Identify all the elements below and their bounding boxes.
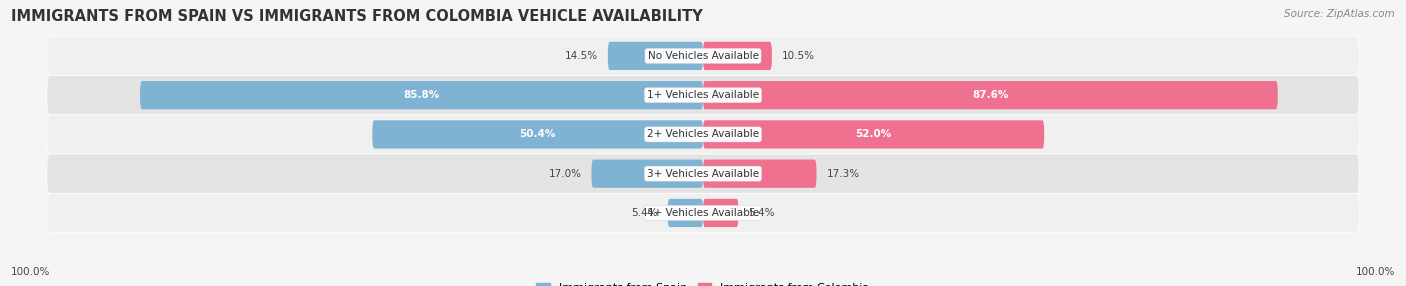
FancyBboxPatch shape (46, 154, 1360, 193)
Text: 3+ Vehicles Available: 3+ Vehicles Available (647, 169, 759, 179)
Text: 10.5%: 10.5% (782, 51, 814, 61)
FancyBboxPatch shape (46, 36, 1360, 76)
Text: 52.0%: 52.0% (855, 130, 891, 139)
FancyBboxPatch shape (703, 42, 772, 70)
Text: 2+ Vehicles Available: 2+ Vehicles Available (647, 130, 759, 139)
Text: 5.4%: 5.4% (631, 208, 658, 218)
FancyBboxPatch shape (373, 120, 703, 148)
Legend: Immigrants from Spain, Immigrants from Colombia: Immigrants from Spain, Immigrants from C… (537, 283, 869, 286)
Text: 5.4%: 5.4% (748, 208, 775, 218)
FancyBboxPatch shape (141, 81, 703, 109)
FancyBboxPatch shape (668, 199, 703, 227)
Text: No Vehicles Available: No Vehicles Available (648, 51, 758, 61)
FancyBboxPatch shape (46, 193, 1360, 233)
Text: 14.5%: 14.5% (565, 51, 598, 61)
FancyBboxPatch shape (703, 81, 1278, 109)
Text: 50.4%: 50.4% (519, 130, 555, 139)
FancyBboxPatch shape (46, 115, 1360, 154)
Text: 87.6%: 87.6% (972, 90, 1008, 100)
Text: 17.0%: 17.0% (548, 169, 582, 179)
Text: 85.8%: 85.8% (404, 90, 440, 100)
Text: 17.3%: 17.3% (827, 169, 859, 179)
FancyBboxPatch shape (607, 42, 703, 70)
FancyBboxPatch shape (703, 199, 738, 227)
Text: 100.0%: 100.0% (1355, 267, 1395, 277)
Text: 1+ Vehicles Available: 1+ Vehicles Available (647, 90, 759, 100)
FancyBboxPatch shape (592, 160, 703, 188)
FancyBboxPatch shape (703, 160, 817, 188)
Text: Source: ZipAtlas.com: Source: ZipAtlas.com (1284, 9, 1395, 19)
Text: 4+ Vehicles Available: 4+ Vehicles Available (647, 208, 759, 218)
Text: 100.0%: 100.0% (11, 267, 51, 277)
Text: IMMIGRANTS FROM SPAIN VS IMMIGRANTS FROM COLOMBIA VEHICLE AVAILABILITY: IMMIGRANTS FROM SPAIN VS IMMIGRANTS FROM… (11, 9, 703, 23)
FancyBboxPatch shape (46, 76, 1360, 115)
FancyBboxPatch shape (703, 120, 1045, 148)
